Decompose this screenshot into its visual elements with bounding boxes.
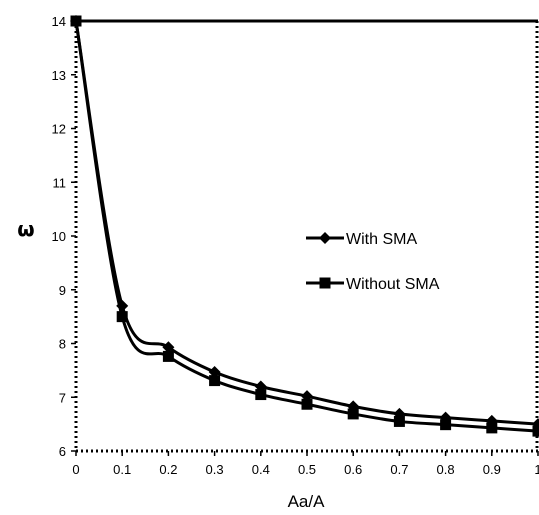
y-tick-label: 9 bbox=[59, 283, 66, 298]
x-tick-label: 0.8 bbox=[437, 462, 455, 477]
data-point-without-sma bbox=[347, 408, 359, 420]
y-tick-label: 10 bbox=[52, 229, 66, 244]
y-tick-label: 14 bbox=[52, 14, 66, 29]
data-point-without-sma bbox=[301, 398, 313, 410]
y-tick-label: 8 bbox=[59, 337, 66, 352]
x-axis-title: Aa/A bbox=[288, 492, 326, 511]
series-line-with-sma bbox=[74, 20, 539, 426]
legend-marker-with-sma bbox=[319, 232, 331, 244]
data-point-without-sma bbox=[255, 389, 267, 401]
x-tick-label: 1 bbox=[534, 462, 539, 477]
x-tick-label: 0.9 bbox=[483, 462, 501, 477]
legend-label-with-sma: With SMA bbox=[346, 231, 417, 248]
x-tick-label: 0.7 bbox=[390, 462, 408, 477]
y-tick-label: 11 bbox=[53, 175, 67, 190]
x-tick-label: 0.3 bbox=[206, 462, 224, 477]
data-point-with-sma bbox=[208, 365, 221, 378]
y-tick-label: 7 bbox=[59, 390, 66, 405]
y-axis-title: ω bbox=[17, 217, 34, 241]
data-point-without-sma bbox=[209, 375, 221, 387]
x-tick-label: 0.5 bbox=[298, 462, 316, 477]
data-point-without-sma bbox=[116, 311, 128, 323]
legend: With SMA Without SMA bbox=[306, 231, 440, 293]
y-axis-ticks: 6 7 8 9 10 11 12 13 14 bbox=[52, 14, 76, 459]
y-tick-label: 13 bbox=[52, 68, 66, 83]
legend-marker-without-sma bbox=[319, 277, 331, 289]
data-point-without-sma bbox=[532, 425, 539, 437]
data-point-without-sma bbox=[393, 415, 405, 427]
x-tick-label: 0.1 bbox=[113, 462, 131, 477]
x-tick-label: 0.6 bbox=[344, 462, 362, 477]
data-point-without-sma bbox=[440, 419, 452, 431]
x-tick-label: 0.4 bbox=[252, 462, 270, 477]
x-tick-label: 0 bbox=[72, 462, 79, 477]
y-tick-label: 12 bbox=[52, 122, 66, 137]
data-point-without-sma bbox=[162, 350, 174, 362]
data-point-with-sma bbox=[162, 341, 175, 354]
x-axis-ticks: 0 0.1 0.2 0.3 0.4 0.5 0.6 0.7 0.8 0.9 1 bbox=[72, 451, 539, 477]
plot-frame bbox=[74, 19, 539, 453]
data-point-without-sma bbox=[70, 15, 82, 27]
series-line-without-sma bbox=[74, 20, 539, 433]
legend-label-without-sma: Without SMA bbox=[346, 276, 440, 293]
x-tick-label: 0.2 bbox=[159, 462, 177, 477]
data-point-without-sma bbox=[486, 422, 498, 434]
series-layer bbox=[70, 15, 539, 437]
y-tick-label: 6 bbox=[59, 444, 66, 459]
